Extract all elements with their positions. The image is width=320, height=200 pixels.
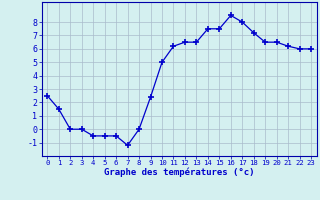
X-axis label: Graphe des températures (°c): Graphe des températures (°c)	[104, 168, 254, 177]
